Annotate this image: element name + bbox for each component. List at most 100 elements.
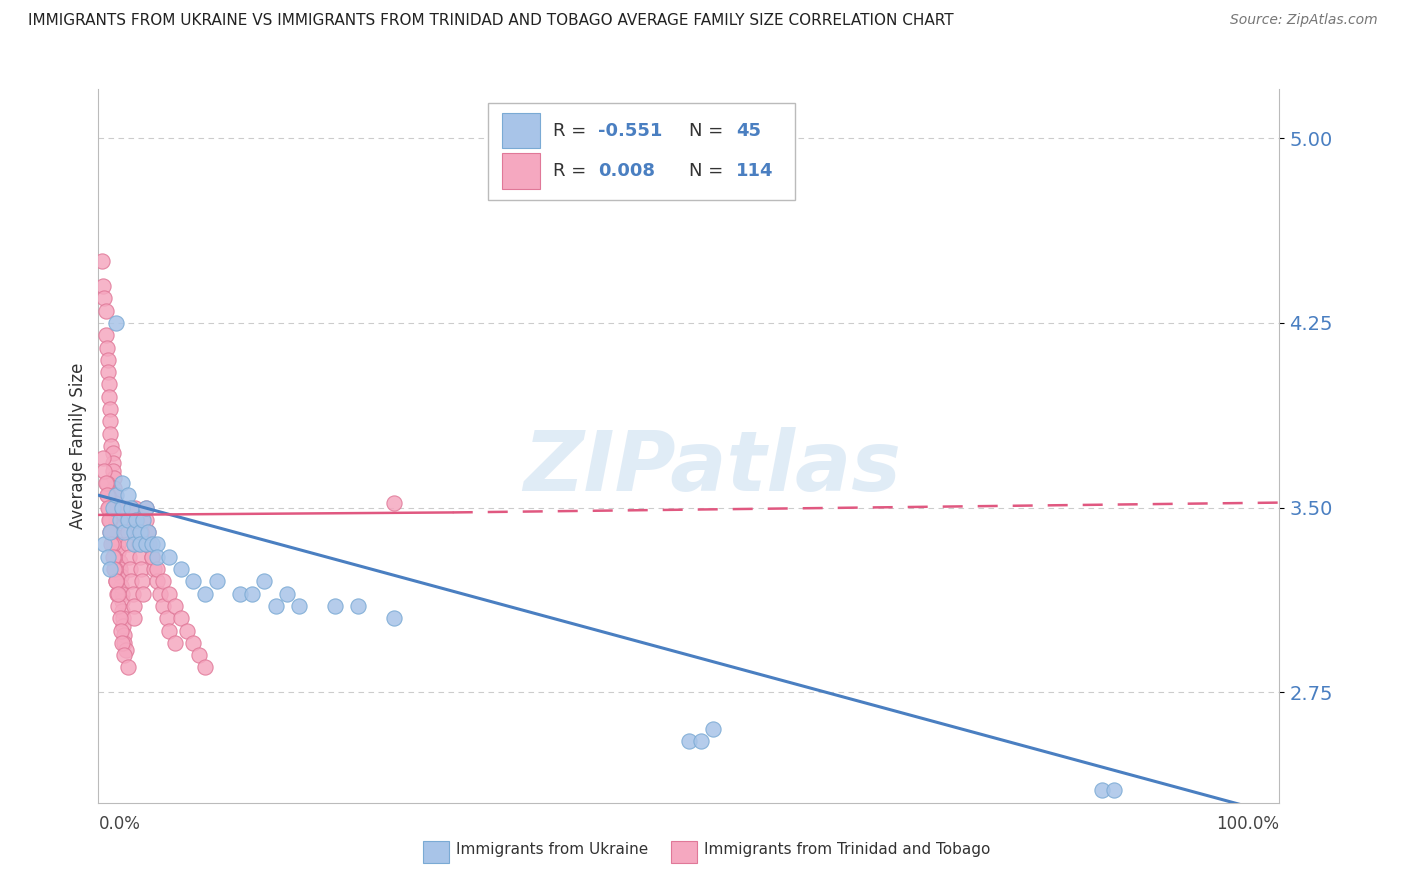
Point bbox=[93, 537, 115, 551]
Point bbox=[110, 569, 132, 583]
Point bbox=[91, 279, 114, 293]
Point bbox=[107, 545, 129, 559]
Point bbox=[142, 562, 165, 576]
FancyBboxPatch shape bbox=[502, 153, 540, 189]
Point bbox=[125, 513, 148, 527]
Point bbox=[1091, 783, 1114, 797]
Point bbox=[98, 500, 121, 515]
Point bbox=[323, 599, 346, 613]
Point bbox=[105, 505, 128, 519]
Point bbox=[194, 587, 217, 601]
Point bbox=[107, 537, 129, 551]
Point bbox=[194, 660, 217, 674]
Point bbox=[135, 500, 157, 515]
Point bbox=[136, 525, 159, 540]
Point bbox=[105, 513, 128, 527]
Point bbox=[112, 618, 135, 632]
Point bbox=[347, 599, 370, 613]
Point bbox=[165, 636, 187, 650]
Point bbox=[117, 488, 139, 502]
Point bbox=[97, 500, 120, 515]
Point bbox=[124, 500, 146, 515]
Point bbox=[98, 525, 121, 540]
Text: 114: 114 bbox=[737, 162, 773, 180]
FancyBboxPatch shape bbox=[671, 840, 697, 863]
Point bbox=[96, 475, 118, 490]
Point bbox=[132, 513, 155, 527]
Point bbox=[122, 611, 145, 625]
Point bbox=[115, 513, 138, 527]
Point bbox=[100, 439, 122, 453]
Point bbox=[122, 537, 145, 551]
Point bbox=[103, 481, 125, 495]
Point bbox=[97, 352, 120, 367]
Point bbox=[111, 475, 134, 490]
Point bbox=[170, 562, 193, 576]
Text: 100.0%: 100.0% bbox=[1216, 815, 1279, 833]
Point bbox=[152, 574, 174, 589]
Point bbox=[98, 562, 121, 576]
Point bbox=[120, 562, 142, 576]
Text: Source: ZipAtlas.com: Source: ZipAtlas.com bbox=[1230, 13, 1378, 28]
Point bbox=[112, 636, 135, 650]
Point bbox=[118, 549, 141, 564]
Point bbox=[125, 513, 148, 527]
Text: R =: R = bbox=[553, 162, 592, 180]
Point bbox=[104, 495, 127, 509]
Point bbox=[187, 648, 209, 662]
Point bbox=[93, 291, 115, 305]
Point bbox=[101, 537, 124, 551]
Point bbox=[1102, 783, 1125, 797]
Point bbox=[146, 549, 169, 564]
Point bbox=[132, 587, 155, 601]
Point bbox=[101, 446, 124, 460]
Text: 45: 45 bbox=[737, 121, 761, 139]
Point bbox=[108, 513, 131, 527]
Point bbox=[96, 341, 118, 355]
Point bbox=[105, 520, 128, 534]
Point bbox=[98, 402, 121, 417]
Point bbox=[176, 624, 198, 638]
Point bbox=[128, 537, 150, 551]
Point bbox=[264, 599, 287, 613]
Point bbox=[98, 525, 121, 540]
Text: 0.008: 0.008 bbox=[598, 162, 655, 180]
Point bbox=[103, 549, 125, 564]
Point bbox=[104, 562, 127, 576]
Point bbox=[105, 488, 128, 502]
Point bbox=[98, 513, 121, 527]
Point bbox=[101, 549, 124, 564]
Point bbox=[136, 525, 159, 540]
Point bbox=[382, 495, 405, 509]
Point bbox=[253, 574, 276, 589]
Point bbox=[100, 525, 122, 540]
Point bbox=[108, 562, 131, 576]
Point bbox=[111, 500, 134, 515]
Point bbox=[127, 525, 149, 540]
Point bbox=[382, 611, 405, 625]
Point bbox=[105, 530, 128, 544]
Point bbox=[240, 587, 263, 601]
Point bbox=[689, 734, 711, 748]
Point bbox=[128, 525, 150, 540]
Point bbox=[112, 525, 135, 540]
Point bbox=[114, 500, 136, 515]
Point bbox=[111, 604, 134, 618]
Point bbox=[107, 587, 129, 601]
Point bbox=[135, 500, 157, 515]
Point bbox=[112, 611, 135, 625]
Point bbox=[276, 587, 298, 601]
Point bbox=[117, 660, 139, 674]
FancyBboxPatch shape bbox=[502, 112, 540, 148]
Y-axis label: Average Family Size: Average Family Size bbox=[69, 363, 87, 529]
Point bbox=[121, 574, 143, 589]
Point bbox=[141, 537, 163, 551]
Point bbox=[98, 426, 121, 441]
FancyBboxPatch shape bbox=[423, 840, 449, 863]
Point bbox=[97, 549, 120, 564]
Point bbox=[146, 537, 169, 551]
Point bbox=[128, 537, 150, 551]
Point bbox=[117, 513, 139, 527]
Point bbox=[91, 254, 114, 268]
Point bbox=[105, 574, 128, 589]
